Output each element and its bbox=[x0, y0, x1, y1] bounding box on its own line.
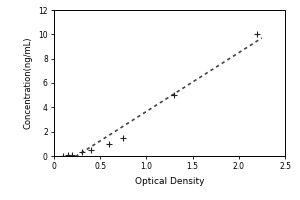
X-axis label: Optical Density: Optical Density bbox=[135, 177, 204, 186]
Y-axis label: Concentration(ng/mL): Concentration(ng/mL) bbox=[24, 37, 33, 129]
